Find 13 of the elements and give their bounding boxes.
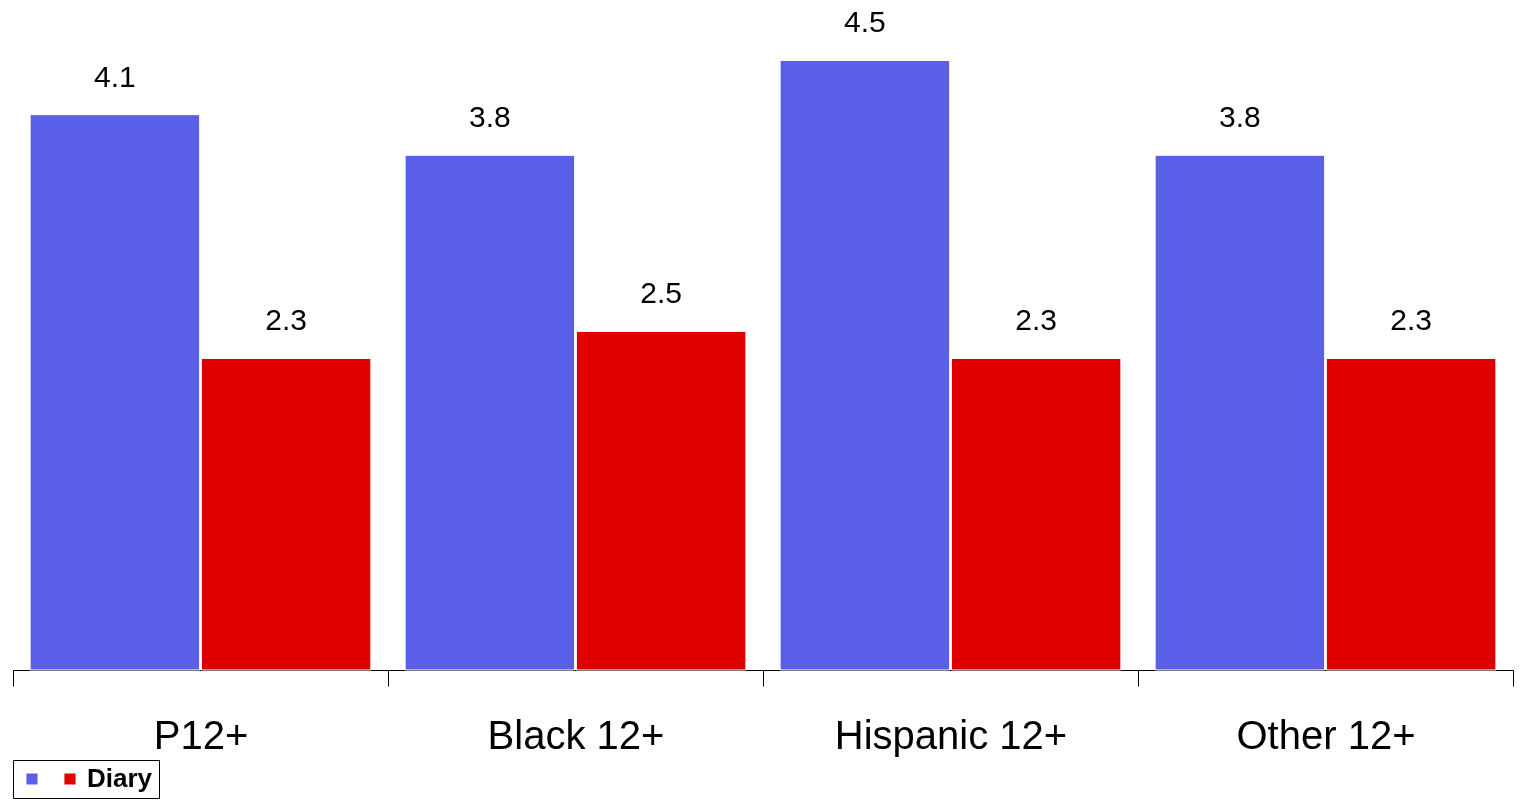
data-label: 4.5 [844, 5, 886, 39]
data-label: 2.3 [1390, 303, 1432, 337]
x-tick-label: Hispanic 12+ [834, 712, 1068, 757]
data-label: 3.8 [469, 100, 511, 134]
data-label: 4.1 [94, 59, 136, 93]
x-tick-label: P12+ [153, 712, 249, 757]
data-label: 2.3 [1015, 303, 1057, 337]
x-tick-label: Black 12+ [487, 712, 665, 757]
data-label: 2.3 [265, 303, 307, 337]
data-label: 2.5 [640, 276, 682, 310]
data-label: 3.8 [1219, 100, 1261, 134]
x-tick-label: Other 12+ [1236, 712, 1416, 757]
legend-label: Diary [87, 763, 153, 793]
